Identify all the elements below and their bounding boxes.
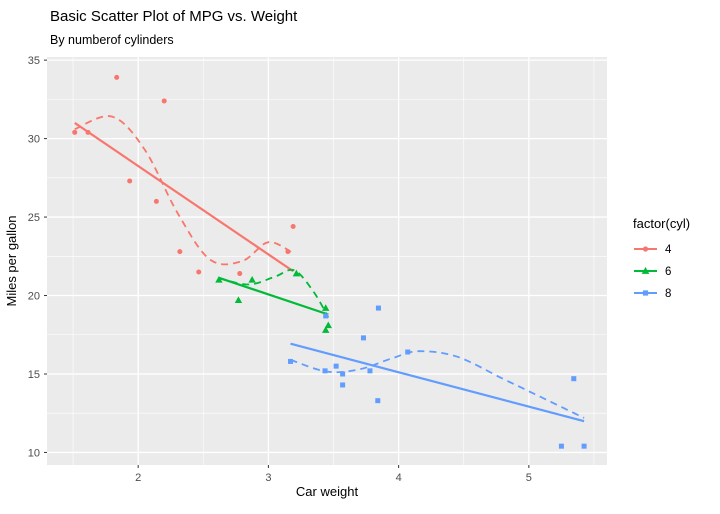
chart-title: Basic Scatter Plot of MPG vs. Weight bbox=[50, 8, 298, 25]
data-point bbox=[85, 129, 91, 135]
axis-ticks: 2 3 4 5 10 15 20 25 30 35 bbox=[28, 55, 532, 484]
data-point bbox=[367, 368, 373, 374]
y-tick-label: 20 bbox=[28, 291, 40, 303]
x-axis-title: Car weight bbox=[296, 484, 359, 499]
regression-line bbox=[218, 276, 329, 316]
loess-curve bbox=[74, 115, 294, 266]
legend: factor(cyl) 4 6 8 bbox=[633, 216, 690, 300]
data-point bbox=[558, 443, 564, 449]
data-point bbox=[322, 326, 330, 333]
legend-item-6: 6 bbox=[634, 266, 671, 278]
data-point bbox=[581, 443, 587, 449]
legend-item-4: 4 bbox=[634, 244, 672, 256]
data-point bbox=[234, 296, 243, 304]
data-point bbox=[322, 368, 328, 374]
data-point bbox=[405, 349, 411, 355]
legend-item-8: 8 bbox=[634, 288, 671, 300]
data-marks bbox=[72, 74, 587, 449]
legend-key-marker bbox=[642, 246, 649, 252]
y-axis-title: Miles per gallon bbox=[4, 215, 19, 306]
y-tick-label: 30 bbox=[28, 134, 40, 146]
data-point bbox=[290, 223, 296, 229]
regression-line bbox=[74, 121, 294, 273]
x-tick-label: 2 bbox=[135, 472, 141, 484]
series-8 bbox=[288, 305, 587, 449]
data-point bbox=[288, 358, 294, 364]
data-point bbox=[324, 321, 332, 329]
data-point bbox=[360, 335, 366, 341]
data-point bbox=[322, 304, 330, 311]
y-tick-label: 25 bbox=[28, 212, 40, 224]
series-4 bbox=[72, 74, 296, 277]
data-point bbox=[196, 269, 202, 275]
data-point bbox=[571, 376, 577, 382]
data-point bbox=[375, 398, 381, 404]
plot-panel bbox=[47, 57, 607, 465]
y-tick-label: 15 bbox=[28, 369, 40, 381]
x-tick-label: 3 bbox=[265, 472, 271, 484]
data-point bbox=[323, 313, 329, 319]
data-point bbox=[127, 178, 133, 184]
legend-item-label: 8 bbox=[665, 288, 671, 300]
data-point bbox=[292, 269, 301, 277]
legend-title: factor(cyl) bbox=[633, 216, 690, 231]
x-tick-label: 4 bbox=[396, 472, 402, 484]
x-tick-label: 5 bbox=[526, 472, 532, 484]
data-point bbox=[177, 249, 183, 255]
legend-item-label: 4 bbox=[665, 244, 672, 256]
data-point bbox=[237, 271, 243, 277]
legend-item-label: 6 bbox=[665, 266, 671, 278]
loess-curve bbox=[290, 350, 585, 419]
data-point bbox=[285, 249, 291, 255]
data-point bbox=[161, 98, 167, 104]
gridlines bbox=[47, 57, 607, 465]
data-point bbox=[153, 198, 159, 204]
y-tick-label: 10 bbox=[28, 447, 40, 459]
loess-curve bbox=[218, 268, 330, 318]
series-6 bbox=[215, 268, 332, 333]
data-point bbox=[375, 305, 381, 311]
legend-key-marker bbox=[642, 290, 649, 296]
chart-subtitle: By numberof cylinders bbox=[50, 33, 174, 47]
regression-line bbox=[290, 342, 585, 423]
data-point bbox=[248, 275, 256, 283]
legend-key-marker bbox=[641, 266, 650, 274]
data-point bbox=[114, 74, 120, 80]
data-point bbox=[333, 363, 339, 369]
data-point bbox=[215, 275, 223, 283]
data-point bbox=[72, 129, 78, 135]
data-point bbox=[340, 382, 346, 388]
data-point bbox=[340, 371, 346, 377]
y-tick-label: 35 bbox=[28, 55, 40, 67]
